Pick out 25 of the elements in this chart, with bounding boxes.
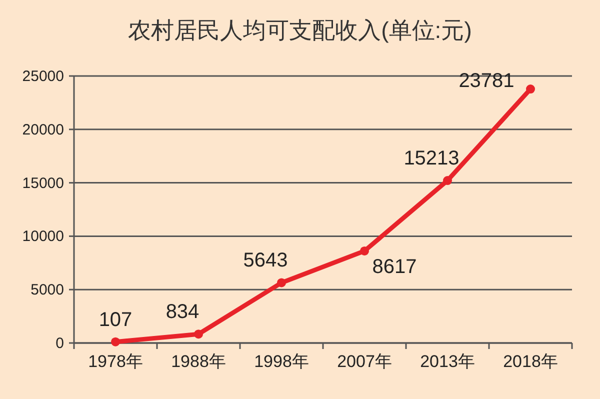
x-tick-label: 2007年: [337, 352, 392, 371]
chart-title: 农村居民人均可支配收入(单位:元): [128, 17, 472, 43]
y-tick-label: 20000: [22, 121, 64, 138]
data-label: 8617: [372, 256, 417, 278]
y-tick-label: 25000: [22, 68, 64, 85]
y-tick-label: 15000: [22, 174, 64, 192]
data-label: 5643: [243, 250, 288, 272]
x-tick-label: 2018年: [503, 352, 558, 371]
point: [526, 84, 535, 94]
data-label: 834: [166, 301, 200, 324]
y-tick-label: 10000: [22, 228, 64, 246]
x-tick-label: 1978年: [88, 352, 143, 371]
point: [443, 176, 452, 186]
data-label: 15213: [404, 148, 460, 170]
x-tick-label: 2013年: [420, 352, 475, 371]
y-tick-label: 5000: [30, 282, 64, 299]
data-label: 23781: [458, 70, 514, 92]
point: [277, 278, 286, 288]
x-tick-label: 1998年: [254, 352, 309, 371]
point: [360, 246, 369, 256]
point: [194, 330, 203, 339]
point: [111, 337, 120, 346]
data-label: 107: [98, 308, 132, 331]
x-tick-label: 1988年: [171, 352, 226, 371]
y-tick-label: 0: [56, 335, 64, 352]
